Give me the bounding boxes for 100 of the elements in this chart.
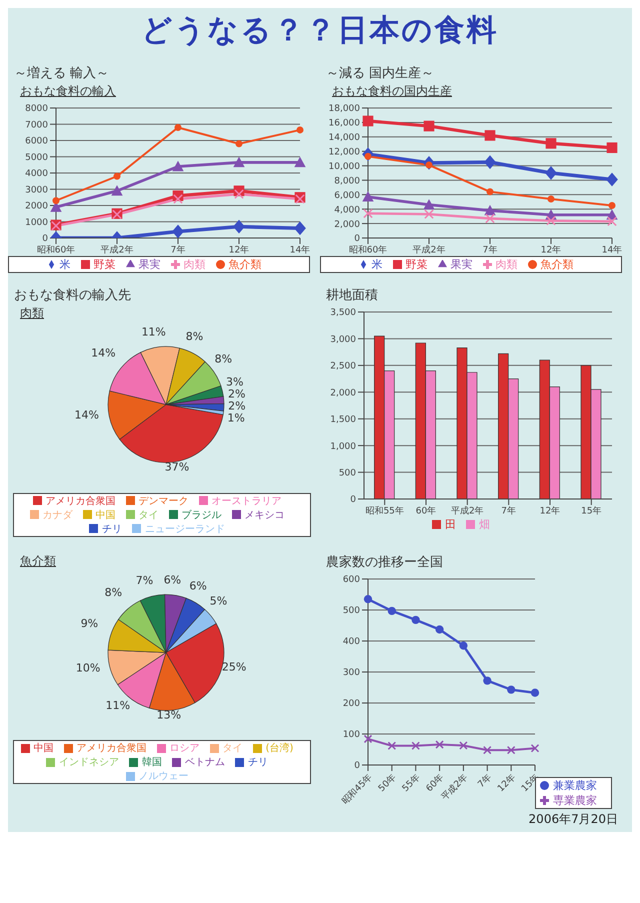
point bbox=[484, 204, 496, 216]
legend-label: ノルウェー bbox=[138, 771, 188, 782]
y-tick-label: 2,000 bbox=[334, 220, 360, 230]
point bbox=[607, 216, 617, 226]
x-tick-label: 12年 bbox=[228, 244, 250, 256]
y-tick-label: 3000 bbox=[25, 185, 48, 196]
point bbox=[172, 224, 184, 238]
legend-label: 畑 bbox=[479, 518, 490, 531]
data-label: 3% bbox=[226, 376, 244, 389]
legend-label: 米 bbox=[372, 258, 382, 271]
point bbox=[234, 189, 244, 199]
legend-label: 果実 bbox=[450, 258, 472, 271]
legend-label: メキシコ bbox=[244, 510, 284, 521]
chart-subtitle: 魚介類 bbox=[20, 552, 57, 570]
x-tick-label: 15年 bbox=[581, 505, 602, 516]
point bbox=[506, 745, 516, 754]
legend-label: 田 bbox=[445, 518, 456, 531]
legend-label: カナダ bbox=[42, 510, 72, 521]
legend-label: デンマーク bbox=[138, 496, 188, 507]
y-tick-label: 3,000 bbox=[330, 334, 356, 345]
point bbox=[294, 156, 306, 168]
y-tick-label: 1,500 bbox=[330, 415, 356, 426]
point bbox=[388, 741, 396, 750]
legend-label: 中国 bbox=[34, 743, 54, 754]
legend-label: ブラジル bbox=[182, 510, 222, 521]
point bbox=[388, 606, 396, 615]
point bbox=[411, 741, 420, 750]
y-tick-label: 3,500 bbox=[330, 308, 356, 318]
point bbox=[423, 199, 435, 210]
y-tick-label: 6000 bbox=[25, 136, 48, 147]
legend-label: ベトナム bbox=[185, 757, 225, 768]
y-tick-label: 2000 bbox=[25, 202, 48, 212]
x-tick-label: 平成2年 bbox=[412, 244, 446, 256]
x-tick-label: 7年 bbox=[476, 771, 494, 790]
point bbox=[483, 745, 492, 754]
data-label: 11% bbox=[106, 698, 130, 712]
legend-label: チリ bbox=[248, 757, 268, 768]
point bbox=[362, 191, 374, 202]
point bbox=[296, 126, 304, 134]
legend-label: タイ bbox=[138, 510, 158, 521]
point bbox=[236, 140, 242, 148]
point bbox=[530, 744, 540, 752]
y-tick-label: 0 bbox=[350, 495, 356, 506]
data-label: 5% bbox=[210, 594, 228, 608]
text: どうなる？？日本の食料 bbox=[140, 12, 500, 50]
y-tick-label: 16,000 bbox=[328, 118, 360, 129]
legend-label: 魚介類 bbox=[228, 258, 262, 271]
x-tick-label: 60年 bbox=[416, 505, 436, 516]
point bbox=[424, 120, 434, 132]
y-tick-label: 2,000 bbox=[330, 388, 356, 398]
y-tick-label: 7000 bbox=[25, 120, 48, 130]
y-tick-label: 1,000 bbox=[330, 442, 356, 452]
data-label: 10% bbox=[76, 660, 100, 674]
legend-label: アメリカ合衆国 bbox=[76, 743, 147, 754]
point bbox=[364, 594, 372, 603]
legend-label: 肉類 bbox=[496, 258, 518, 271]
y-tick-label: 200 bbox=[342, 698, 360, 709]
y-tick-label: 5000 bbox=[25, 152, 48, 163]
point bbox=[364, 734, 372, 743]
data-label: 14% bbox=[74, 408, 99, 422]
point bbox=[424, 209, 434, 220]
point bbox=[606, 142, 618, 154]
point bbox=[363, 208, 373, 218]
legend-label: (台湾) bbox=[266, 743, 294, 754]
data-label: 1% bbox=[227, 412, 245, 425]
point bbox=[172, 160, 184, 172]
point bbox=[174, 124, 182, 131]
data-label: 37% bbox=[164, 460, 190, 474]
legend-label: インドネシア bbox=[59, 757, 119, 768]
legend-label: 米 bbox=[60, 258, 70, 271]
chart-subtitle: おもな食料の国内生産 bbox=[332, 83, 453, 100]
data-label: 7% bbox=[136, 573, 154, 586]
x-tick-label: 50年 bbox=[376, 771, 398, 794]
legend-label: タイ bbox=[222, 743, 243, 754]
y-tick-label: 18,000 bbox=[328, 104, 360, 114]
x-tick-label: 平成2年 bbox=[100, 244, 134, 256]
chart-subtitle: おもな食料の輸入 bbox=[20, 83, 117, 100]
point bbox=[173, 194, 183, 204]
x-tick-label: 昭和60年 bbox=[348, 244, 388, 256]
data-label: 8% bbox=[214, 352, 232, 366]
legend-label: 野菜 bbox=[94, 258, 116, 271]
data-label: 8% bbox=[104, 585, 122, 598]
y-tick-label: 0 bbox=[42, 234, 48, 244]
point bbox=[52, 197, 60, 204]
point bbox=[548, 196, 554, 202]
legend-label: チリ bbox=[102, 524, 122, 535]
y-tick-label: 600 bbox=[342, 574, 360, 585]
legend-label: ニュージーランド bbox=[145, 524, 225, 535]
x-tick-label: 昭和55年 bbox=[365, 505, 404, 516]
point bbox=[111, 185, 123, 196]
x-tick-label: 7年 bbox=[501, 505, 516, 516]
chart-title: 耕地面積 bbox=[326, 287, 379, 304]
point bbox=[435, 624, 444, 634]
y-tick-label: 100 bbox=[342, 730, 360, 740]
y-tick-label: 400 bbox=[342, 636, 360, 647]
data-label: 2% bbox=[228, 388, 246, 401]
point bbox=[114, 172, 120, 180]
point bbox=[486, 188, 494, 196]
y-tick-label: 4,000 bbox=[334, 205, 360, 216]
legend-label: 専業農家 bbox=[553, 794, 597, 807]
